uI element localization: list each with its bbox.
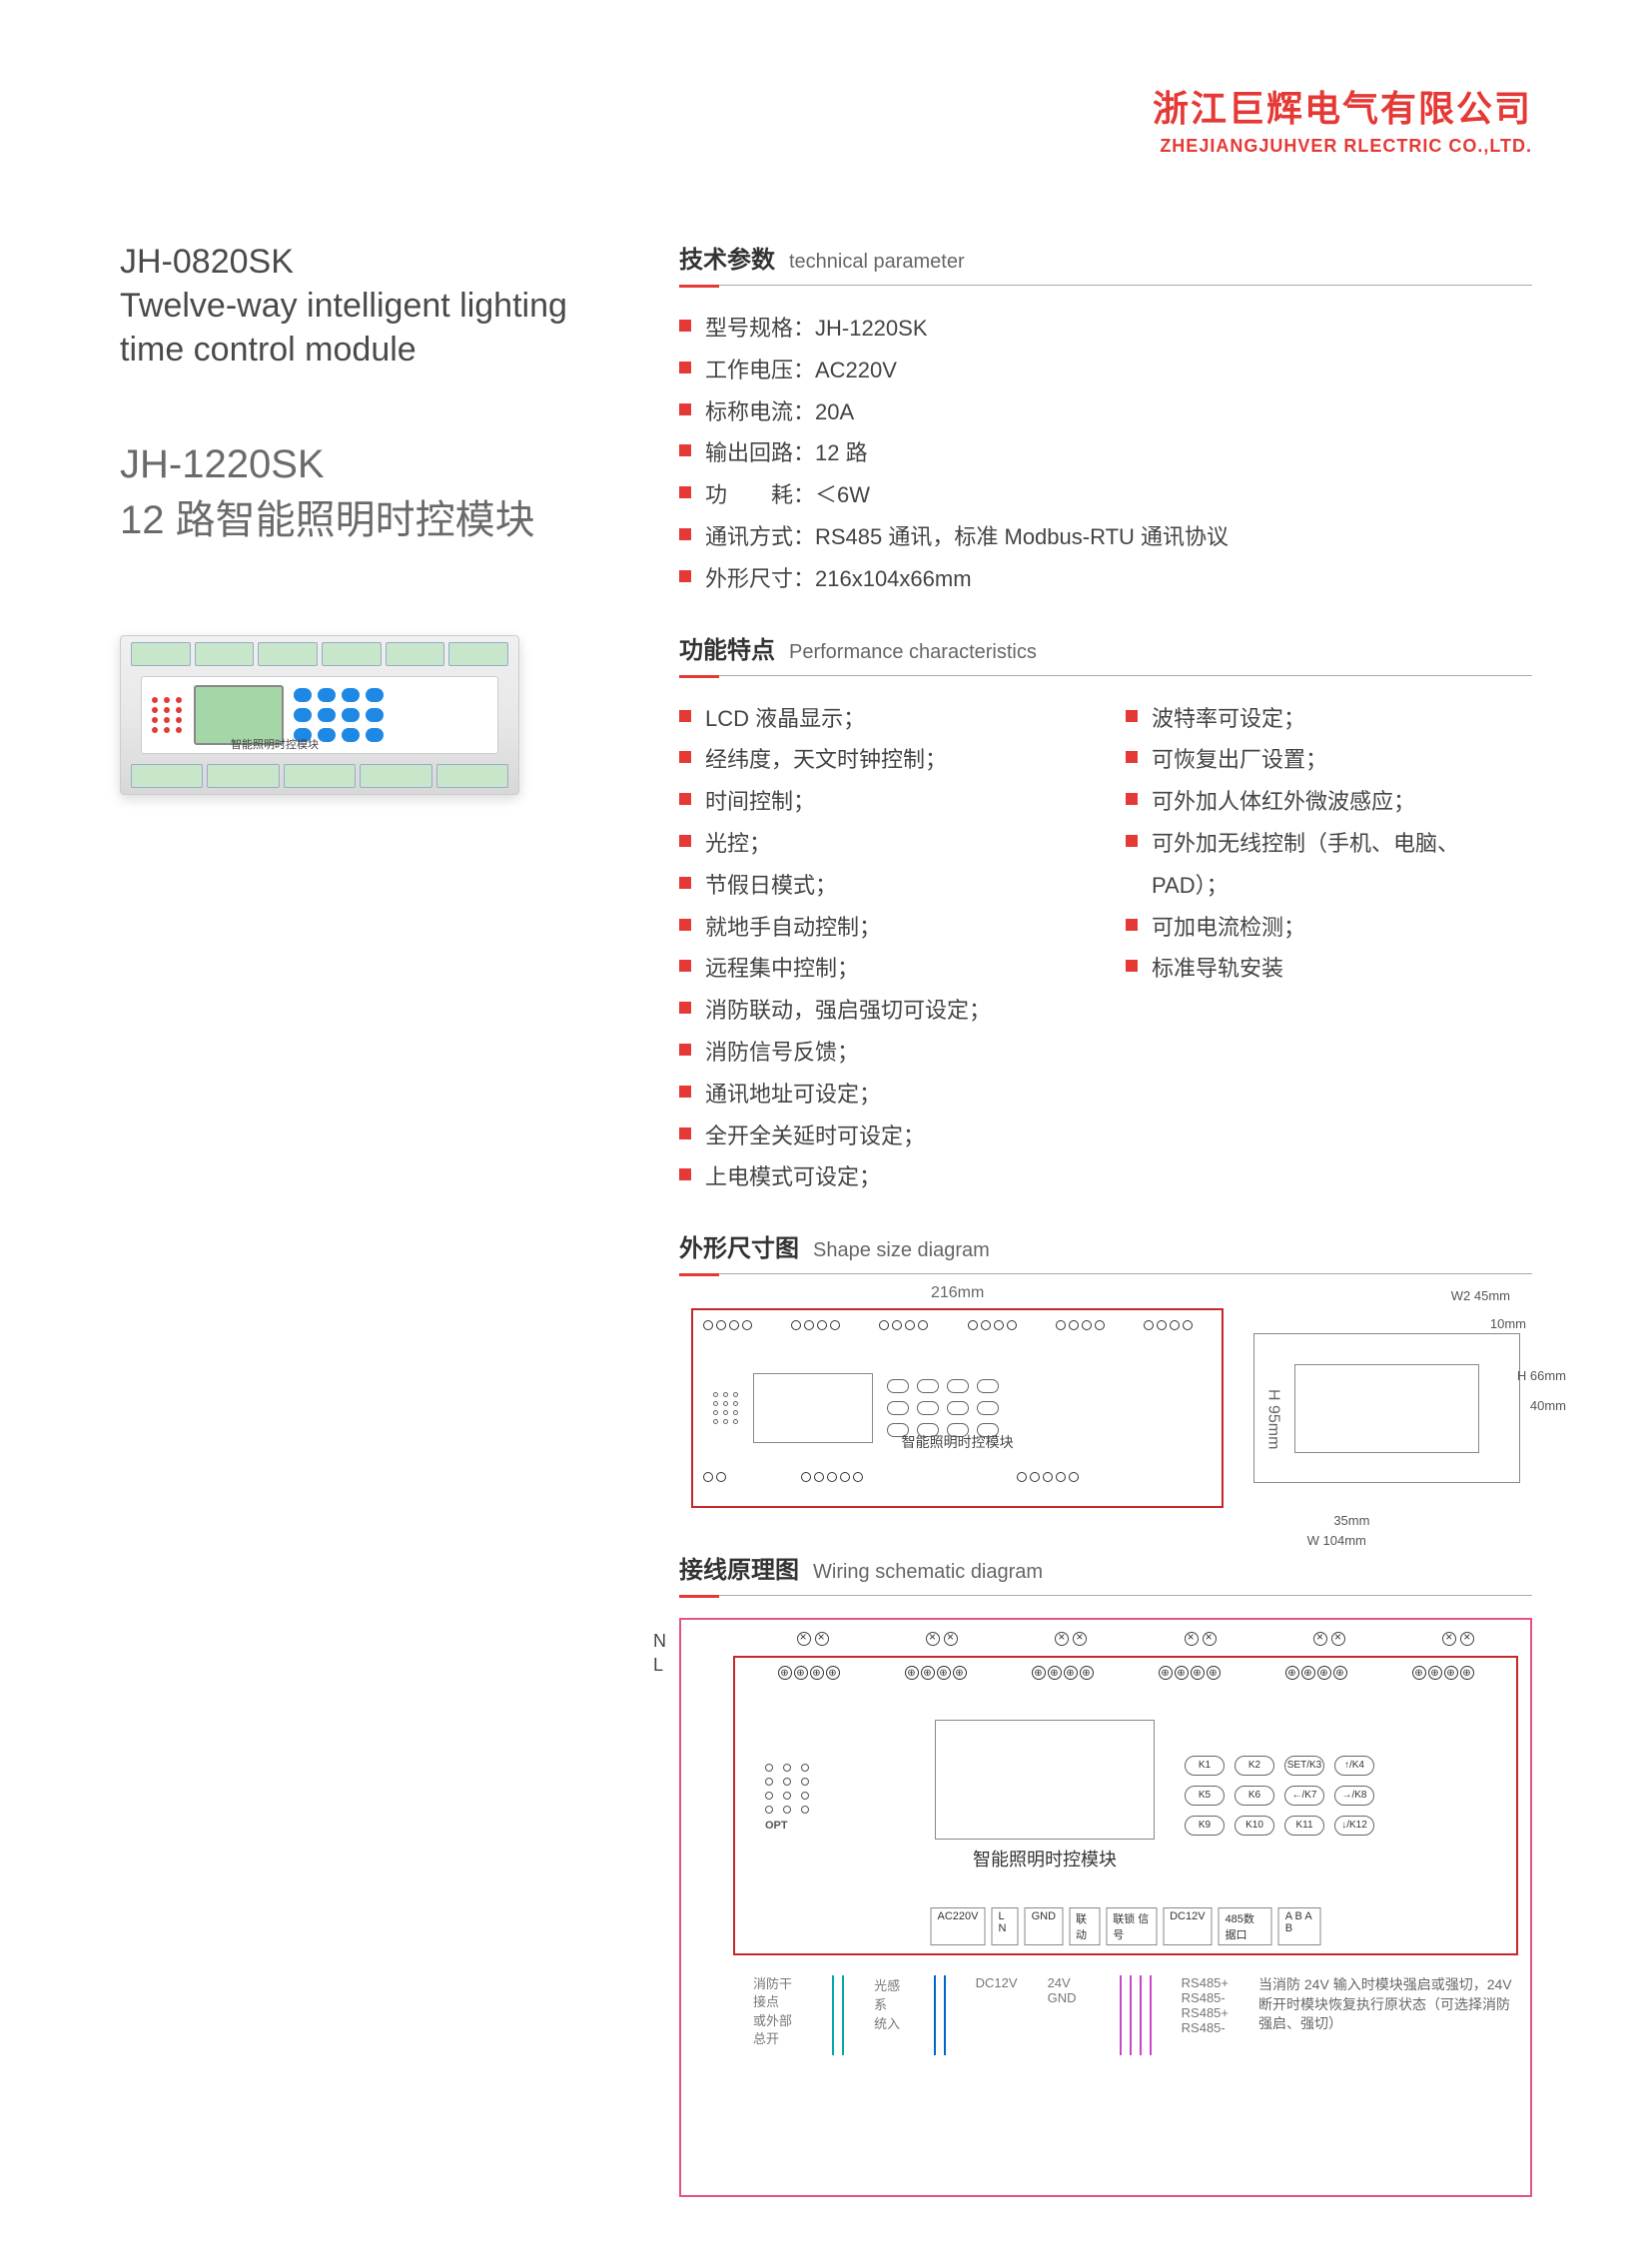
key-button: →/K8	[1334, 1786, 1374, 1806]
shape-mid-label: 智能照明时控模块	[902, 1432, 1014, 1452]
terminal-label: 联动	[1069, 1907, 1100, 1945]
wire-n-label: N	[653, 1630, 666, 1653]
spec-item: 可外加无线控制（手机、电脑、PAD）；	[1126, 823, 1532, 907]
annot-rs485: RS485+ RS485- RS485+ RS485-	[1182, 1975, 1229, 2035]
model-cn: JH-1220SK	[120, 442, 619, 487]
annot-24v: 24V GND	[1048, 1975, 1090, 2005]
spec-item: 消防信号反馈；	[679, 1032, 1086, 1074]
spec-item: 通讯地址可设定；	[679, 1074, 1086, 1116]
spec-item: 输出回路：12 路	[679, 432, 1532, 474]
wire-l-label: L	[653, 1654, 666, 1677]
spec-item: 消防联动，强启强切可设定；	[679, 990, 1086, 1032]
terminal-label: GND	[1025, 1907, 1063, 1945]
key-button: SET/K3	[1284, 1756, 1324, 1776]
spec-item: 标称电流：20A	[679, 391, 1532, 433]
annot-sensor: 光感系 统入	[874, 1975, 904, 2032]
terminal-label: A B A B	[1278, 1907, 1321, 1945]
annot-dc12v: DC12V	[976, 1975, 1018, 1990]
annot-fire-desc: 当消防 24V 输入时模块强启或强切，24V 断开时模块恢复执行原状态（可选择消…	[1258, 1975, 1518, 2034]
keypad	[294, 688, 384, 742]
perf-list-right: 波特率可设定；可恢复出厂设置；可外加人体红外微波感应；可外加无线控制（手机、电脑…	[1126, 698, 1532, 1199]
perf-list-left: LCD 液晶显示；经纬度，天文时钟控制；时间控制；光控；节假日模式；就地手自动控…	[679, 698, 1086, 1199]
wiring-lcd	[935, 1720, 1155, 1840]
spec-item: 标准导轨安装	[1126, 948, 1532, 990]
spec-item: 就地手自动控制；	[679, 907, 1086, 949]
key-button: ↓/K12	[1334, 1816, 1374, 1836]
key-button: K10	[1235, 1816, 1274, 1836]
spec-item: 工作电压：AC220V	[679, 350, 1532, 391]
opt-area: OPT	[765, 1760, 905, 1832]
company-header: 浙江巨辉电气有限公司 ZHEJIANGJUHVER RLECTRIC CO.,L…	[1153, 80, 1532, 157]
spec-item: 经纬度，天文时钟控制；	[679, 739, 1086, 781]
terminal-label: AC220V	[931, 1907, 986, 1945]
spec-item: 可加电流检测；	[1126, 907, 1532, 949]
key-button: K6	[1235, 1786, 1274, 1806]
terminal-label: 485数据口	[1219, 1907, 1272, 1945]
product-photo: JUHVER 智能照明时控模块	[120, 635, 539, 865]
spec-item: 全开全关延时可设定；	[679, 1116, 1086, 1157]
spec-item: 光控；	[679, 823, 1086, 865]
key-button: K11	[1284, 1816, 1324, 1836]
key-button: ↑/K4	[1334, 1756, 1374, 1776]
company-name-en: ZHEJIANGJUHVER RLECTRIC CO.,LTD.	[1153, 136, 1532, 157]
spec-item: 远程集中控制；	[679, 948, 1086, 990]
wiring-keypad: K1 K2 SET/K3 ↑/K4 K5 K6 ←/K7 →/K8 K9 K10 K11 ↓/K12	[1185, 1756, 1374, 1836]
terminal-label: L N	[991, 1907, 1018, 1945]
title-cn: 12 路智能照明时控模块	[120, 487, 619, 545]
terminal-label: DC12V	[1163, 1907, 1212, 1945]
key-button: K5	[1185, 1786, 1225, 1806]
left-column: JH-0820SK Twelve-way intelligent lightin…	[120, 240, 619, 2197]
led-indicators	[152, 697, 184, 733]
spec-item: 功 耗：＜6W	[679, 474, 1532, 516]
title-en: Twelve-way intelligent lighting time con…	[120, 284, 619, 372]
model-en: JH-0820SK	[120, 240, 619, 284]
spec-item: 波特率可设定；	[1126, 698, 1532, 740]
spec-item: 上电模式可设定；	[679, 1156, 1086, 1198]
section-tech-head: 技术参数 technical parameter	[679, 240, 1532, 286]
dim-width: 216mm	[691, 1284, 1224, 1302]
photo-label: 智能照明时控模块	[231, 736, 319, 752]
spec-item: LCD 液晶显示；	[679, 698, 1086, 740]
tech-spec-list: 型号规格：JH-1220SK工作电压：AC220V标称电流：20A输出回路：12…	[679, 308, 1532, 600]
section-perf-head: 功能特点 Performance characteristics	[679, 630, 1532, 676]
spec-item: 型号规格：JH-1220SK	[679, 308, 1532, 350]
key-button: ←/K7	[1284, 1786, 1324, 1806]
terminal-label: 联锁 信号	[1106, 1907, 1157, 1945]
spec-item: 可恢复出厂设置；	[1126, 739, 1532, 781]
section-shape-head: 外形尺寸图 Shape size diagram	[679, 1228, 1532, 1274]
annot-fire-contact: 消防干接点 或外部总开	[753, 1975, 802, 2048]
key-button: K9	[1185, 1816, 1225, 1836]
spec-item: 节假日模式；	[679, 865, 1086, 907]
wiring-bottom-terminals: AC220VL N GND联动联锁 信号DC12V485数据口A B A B	[931, 1907, 1321, 1945]
company-name-cn: 浙江巨辉电气有限公司	[1153, 80, 1532, 132]
shape-diagram: 216mm	[679, 1296, 1532, 1520]
key-button: K1	[1185, 1756, 1225, 1776]
key-button: K2	[1235, 1756, 1274, 1776]
spec-item: 可外加人体红外微波感应；	[1126, 781, 1532, 823]
right-column: 技术参数 technical parameter 型号规格：JH-1220SK工…	[679, 240, 1532, 2197]
wiring-device-label: 智能照明时控模块	[935, 1846, 1155, 1871]
spec-item: 时间控制；	[679, 781, 1086, 823]
spec-item: 外形尺寸：216x104x66mm	[679, 558, 1532, 600]
spec-item: 通讯方式：RS485 通讯，标准 Modbus-RTU 通讯协议	[679, 516, 1532, 558]
section-wiring-head: 接线原理图 Wiring schematic diagram	[679, 1550, 1532, 1596]
wiring-diagram: N L ⊕⊕⊕⊕ ⊕⊕⊕⊕ ⊕⊕⊕⊕ ⊕⊕⊕⊕ ⊕⊕⊕⊕ ⊕⊕⊕⊕	[679, 1618, 1532, 2197]
